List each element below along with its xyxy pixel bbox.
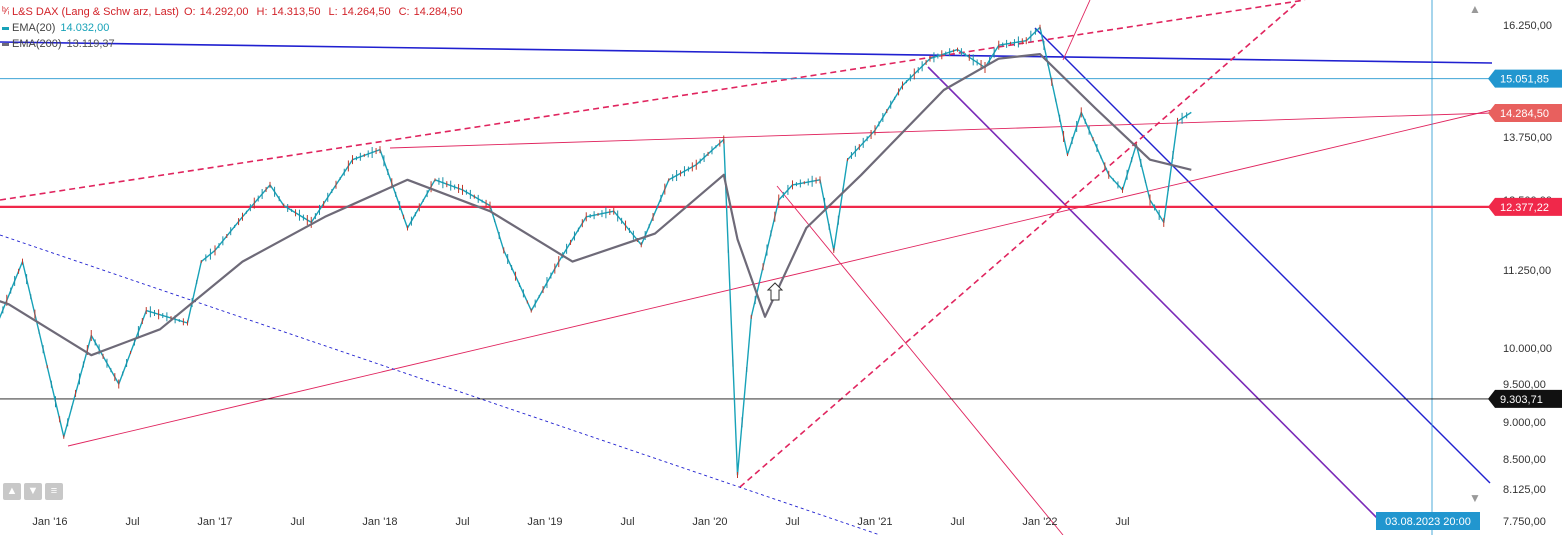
series-price xyxy=(0,26,1192,476)
chart-type-icon: ᵇ⁄ᵢ xyxy=(2,6,10,17)
ema200-swatch-icon xyxy=(2,42,9,46)
price-tags: 15.051,85 14.284,50 12.377,22 9.303,71 03.08… xyxy=(766,69,1562,530)
scroll-down-icon[interactable]: ▼ xyxy=(1469,491,1481,505)
x-tick-label: Jan '21 xyxy=(857,516,892,528)
svg-text:12.377,22: 12.377,22 xyxy=(1500,202,1549,214)
high-value: 14.313,50 xyxy=(271,6,321,18)
svg-text:15.051,85: 15.051,85 xyxy=(1500,74,1549,86)
x-tick-label: Jan '22 xyxy=(1022,516,1057,528)
trend-red-dash-steep xyxy=(739,0,1301,488)
open-value: 14.292,00 xyxy=(199,6,249,18)
trendlines xyxy=(0,0,1493,535)
x-tick-label: Jul xyxy=(620,516,634,528)
ema20-name: EMA(20) xyxy=(12,22,56,34)
y-tick-label: 13.750,00 xyxy=(1503,132,1552,144)
date-tag: 03.08.2023 20:00 xyxy=(1376,512,1480,530)
legend-ema200-row[interactable]: EMA(200) 13.119,37 xyxy=(2,36,471,52)
svg-text:03.08.2023 20:00: 03.08.2023 20:00 xyxy=(1385,516,1471,528)
ema200-value: 13.119,37 xyxy=(66,38,115,50)
scroll-up-icon[interactable]: ▲ xyxy=(1469,2,1481,16)
trend-red-dash-upper xyxy=(0,0,1306,201)
arrow-up-icon[interactable]: ▲ xyxy=(3,483,21,500)
trend-red-thin-top xyxy=(389,112,1493,149)
y-tick-label: 7.750,00 xyxy=(1503,516,1546,528)
price-series xyxy=(0,24,1192,478)
x-tick-label: Jan '17 xyxy=(197,516,232,528)
ema20-value: 14.032,00 xyxy=(60,22,110,34)
trend-blue-top xyxy=(0,41,1493,64)
ema200-name: EMA(200) xyxy=(12,38,62,50)
instrument-name: L&S DAX (Lang & Schw arz, Last) xyxy=(12,6,179,18)
y-tick-label: 10.000,00 xyxy=(1503,343,1552,355)
y-tick-label: 16.250,00 xyxy=(1503,20,1552,32)
x-tick-label: Jul xyxy=(785,516,799,528)
svg-text:14.284,50: 14.284,50 xyxy=(1500,108,1549,120)
y-tick-label: 9.000,00 xyxy=(1503,417,1546,429)
y-tick-label: 9.500,00 xyxy=(1503,379,1546,391)
close-label: C: xyxy=(398,6,410,18)
price-tag: 12.377,22 xyxy=(1488,197,1562,216)
x-tick-label: Jan '18 xyxy=(362,516,397,528)
x-tick-label: Jul xyxy=(1115,516,1129,528)
svg-text:9.303,71: 9.303,71 xyxy=(1500,394,1543,406)
y-tick-label: 8.500,00 xyxy=(1503,454,1546,466)
trend-blue-down xyxy=(1034,27,1491,484)
trend-red-steep-top xyxy=(1062,0,1091,61)
y-tick-label: 8.125,00 xyxy=(1503,484,1546,496)
x-tick-label: Jan '19 xyxy=(527,516,562,528)
open-label: O: xyxy=(183,6,196,18)
trend-purple-down xyxy=(927,66,1381,522)
hand-cursor-icon xyxy=(766,282,784,301)
close-value: 14.284,50 xyxy=(413,6,463,18)
low-value: 14.264,50 xyxy=(341,6,391,18)
x-tick-label: Jul xyxy=(290,516,304,528)
x-tick-label: Jul xyxy=(125,516,139,528)
price-tag: 14.284,50 xyxy=(1488,104,1562,123)
x-tick-label: Jul xyxy=(455,516,469,528)
legend-ema20-row[interactable]: EMA(20) 14.032,00 xyxy=(2,20,471,36)
series-ema200 xyxy=(0,52,1192,357)
ema20-swatch-icon xyxy=(2,26,9,30)
x-tick-label: Jan '20 xyxy=(692,516,727,528)
trend-red-diag xyxy=(776,185,1064,535)
trend-red-rising xyxy=(67,109,1493,447)
high-label: H: xyxy=(256,6,268,18)
chart-nav-buttons: ▲ ▼ ≡ xyxy=(3,483,63,500)
trend-blue-dotted xyxy=(0,234,881,535)
price-tag: 9.303,71 xyxy=(1488,389,1562,408)
time-axis: Jan '16 Jul Jan '17 Jul Jan '18 Jul Jan '19 Jul… xyxy=(32,516,1129,528)
price-tag: 15.051,85 xyxy=(1488,69,1562,88)
x-tick-label: Jan '16 xyxy=(32,516,67,528)
menu-icon[interactable]: ≡ xyxy=(45,483,63,500)
legend-instrument-row: ᵇ⁄ᵢ L&S DAX (Lang & Schw arz, Last) O: 14… xyxy=(2,4,471,20)
y-tick-label: 11.250,00 xyxy=(1503,265,1551,277)
price-axis: 16.250,0013.750,0012.500,0011.250,0010.0… xyxy=(1503,20,1552,528)
arrow-down-icon[interactable]: ▼ xyxy=(24,483,42,500)
low-label: L: xyxy=(328,6,338,18)
x-tick-label: Jul xyxy=(950,516,964,528)
chart-legend: ᵇ⁄ᵢ L&S DAX (Lang & Schw arz, Last) O: 14… xyxy=(2,4,471,52)
